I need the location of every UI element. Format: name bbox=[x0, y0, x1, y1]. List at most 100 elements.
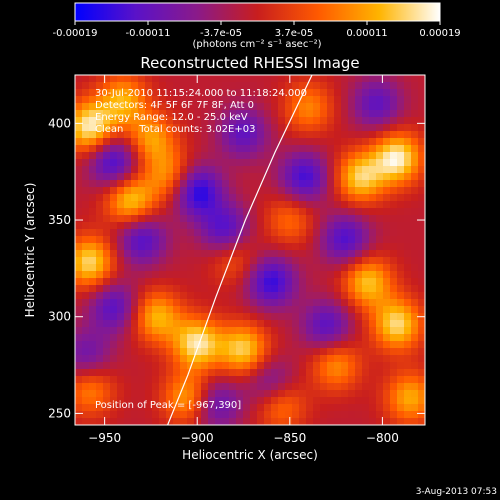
heatmap-cell bbox=[75, 418, 83, 425]
heatmap-cell bbox=[334, 173, 342, 181]
heatmap-cell bbox=[159, 397, 167, 405]
heatmap-cell bbox=[299, 390, 307, 398]
heatmap-cell bbox=[299, 173, 307, 181]
heatmap-cell bbox=[376, 397, 384, 405]
heatmap-cell bbox=[362, 383, 370, 391]
heatmap-cell bbox=[152, 75, 160, 83]
heatmap-cell bbox=[96, 138, 104, 146]
heatmap-cell bbox=[313, 250, 321, 258]
heatmap-cell bbox=[131, 341, 139, 349]
heatmap-cell bbox=[411, 327, 419, 335]
heatmap-cell bbox=[229, 383, 237, 391]
heatmap-cell bbox=[369, 166, 377, 174]
heatmap-cell bbox=[257, 383, 265, 391]
heatmap-cell bbox=[103, 418, 111, 425]
heatmap-cell bbox=[397, 96, 405, 104]
heatmap-cell bbox=[292, 390, 300, 398]
heatmap-cell bbox=[229, 355, 237, 363]
heatmap-cell bbox=[180, 215, 188, 223]
heatmap-cell bbox=[110, 159, 118, 167]
heatmap-cell bbox=[173, 376, 181, 384]
heatmap-cell bbox=[222, 299, 230, 307]
heatmap-cell bbox=[187, 327, 195, 335]
heatmap-cell bbox=[208, 362, 216, 370]
heatmap-cell bbox=[89, 383, 97, 391]
heatmap-cell bbox=[355, 306, 363, 314]
heatmap-cell bbox=[376, 96, 384, 104]
heatmap-cell bbox=[383, 131, 391, 139]
heatmap-cell bbox=[222, 180, 230, 188]
heatmap-cell bbox=[96, 327, 104, 335]
heatmap-cell bbox=[145, 362, 153, 370]
heatmap-cell bbox=[243, 418, 251, 425]
heatmap-cell bbox=[180, 376, 188, 384]
heatmap-cell bbox=[285, 117, 293, 125]
heatmap-cell bbox=[82, 397, 90, 405]
heatmap-cell bbox=[341, 362, 349, 370]
heatmap-cell bbox=[138, 348, 146, 356]
heatmap-cell bbox=[117, 257, 125, 265]
heatmap-cell bbox=[355, 299, 363, 307]
heatmap-cell bbox=[138, 173, 146, 181]
heatmap-cell bbox=[397, 75, 405, 83]
heatmap-cell bbox=[243, 145, 251, 153]
heatmap-cell bbox=[285, 292, 293, 300]
heatmap-cell bbox=[390, 320, 398, 328]
heatmap-cell bbox=[348, 376, 356, 384]
heatmap-cell bbox=[145, 327, 153, 335]
heatmap-cell bbox=[89, 299, 97, 307]
heatmap-cell bbox=[243, 250, 251, 258]
heatmap-cell bbox=[355, 348, 363, 356]
heatmap-cell bbox=[355, 75, 363, 83]
heatmap-cell bbox=[243, 75, 251, 83]
heatmap-cell bbox=[215, 103, 223, 111]
heatmap-cell bbox=[271, 166, 279, 174]
heatmap-cell bbox=[411, 159, 419, 167]
heatmap-cell bbox=[306, 264, 314, 272]
heatmap-cell bbox=[187, 208, 195, 216]
heatmap-cell bbox=[152, 278, 160, 286]
heatmap-cell bbox=[145, 208, 153, 216]
heatmap-cell bbox=[96, 334, 104, 342]
heatmap-cell bbox=[131, 236, 139, 244]
heatmap-cell bbox=[250, 334, 258, 342]
heatmap-cell bbox=[285, 320, 293, 328]
heatmap-cell bbox=[89, 117, 97, 125]
heatmap-cell bbox=[194, 320, 202, 328]
heatmap-cell bbox=[404, 159, 412, 167]
heatmap-cell bbox=[348, 397, 356, 405]
heatmap-cell bbox=[159, 404, 167, 412]
heatmap-cell bbox=[341, 145, 349, 153]
heatmap-cell bbox=[201, 103, 209, 111]
heatmap-cell bbox=[404, 75, 412, 83]
heatmap-cell bbox=[397, 180, 405, 188]
heatmap-cell bbox=[208, 82, 216, 90]
heatmap-cell bbox=[313, 313, 321, 321]
heatmap-cell bbox=[404, 222, 412, 230]
heatmap-cell bbox=[89, 411, 97, 419]
heatmap-cell bbox=[292, 187, 300, 195]
heatmap-cell bbox=[75, 250, 83, 258]
heatmap-cell bbox=[215, 320, 223, 328]
heatmap-cell bbox=[222, 152, 230, 160]
heatmap-cell bbox=[404, 117, 412, 125]
heatmap-cell bbox=[145, 411, 153, 419]
heatmap-cell bbox=[138, 292, 146, 300]
heatmap-cell bbox=[257, 327, 265, 335]
heatmap-cell bbox=[159, 376, 167, 384]
heatmap-cell bbox=[166, 229, 174, 237]
heatmap-cell bbox=[250, 257, 258, 265]
heatmap-cell bbox=[152, 89, 160, 97]
heatmap-cell bbox=[208, 376, 216, 384]
heatmap-cell bbox=[313, 355, 321, 363]
heatmap-cell bbox=[327, 397, 335, 405]
heatmap-cell bbox=[362, 390, 370, 398]
heatmap-cell bbox=[355, 145, 363, 153]
heatmap-cell bbox=[180, 292, 188, 300]
heatmap-cell bbox=[362, 243, 370, 251]
heatmap-cell bbox=[89, 75, 97, 83]
heatmap-cell bbox=[383, 264, 391, 272]
heatmap-cell bbox=[187, 89, 195, 97]
heatmap-cell bbox=[369, 236, 377, 244]
heatmap-cell bbox=[348, 110, 356, 118]
